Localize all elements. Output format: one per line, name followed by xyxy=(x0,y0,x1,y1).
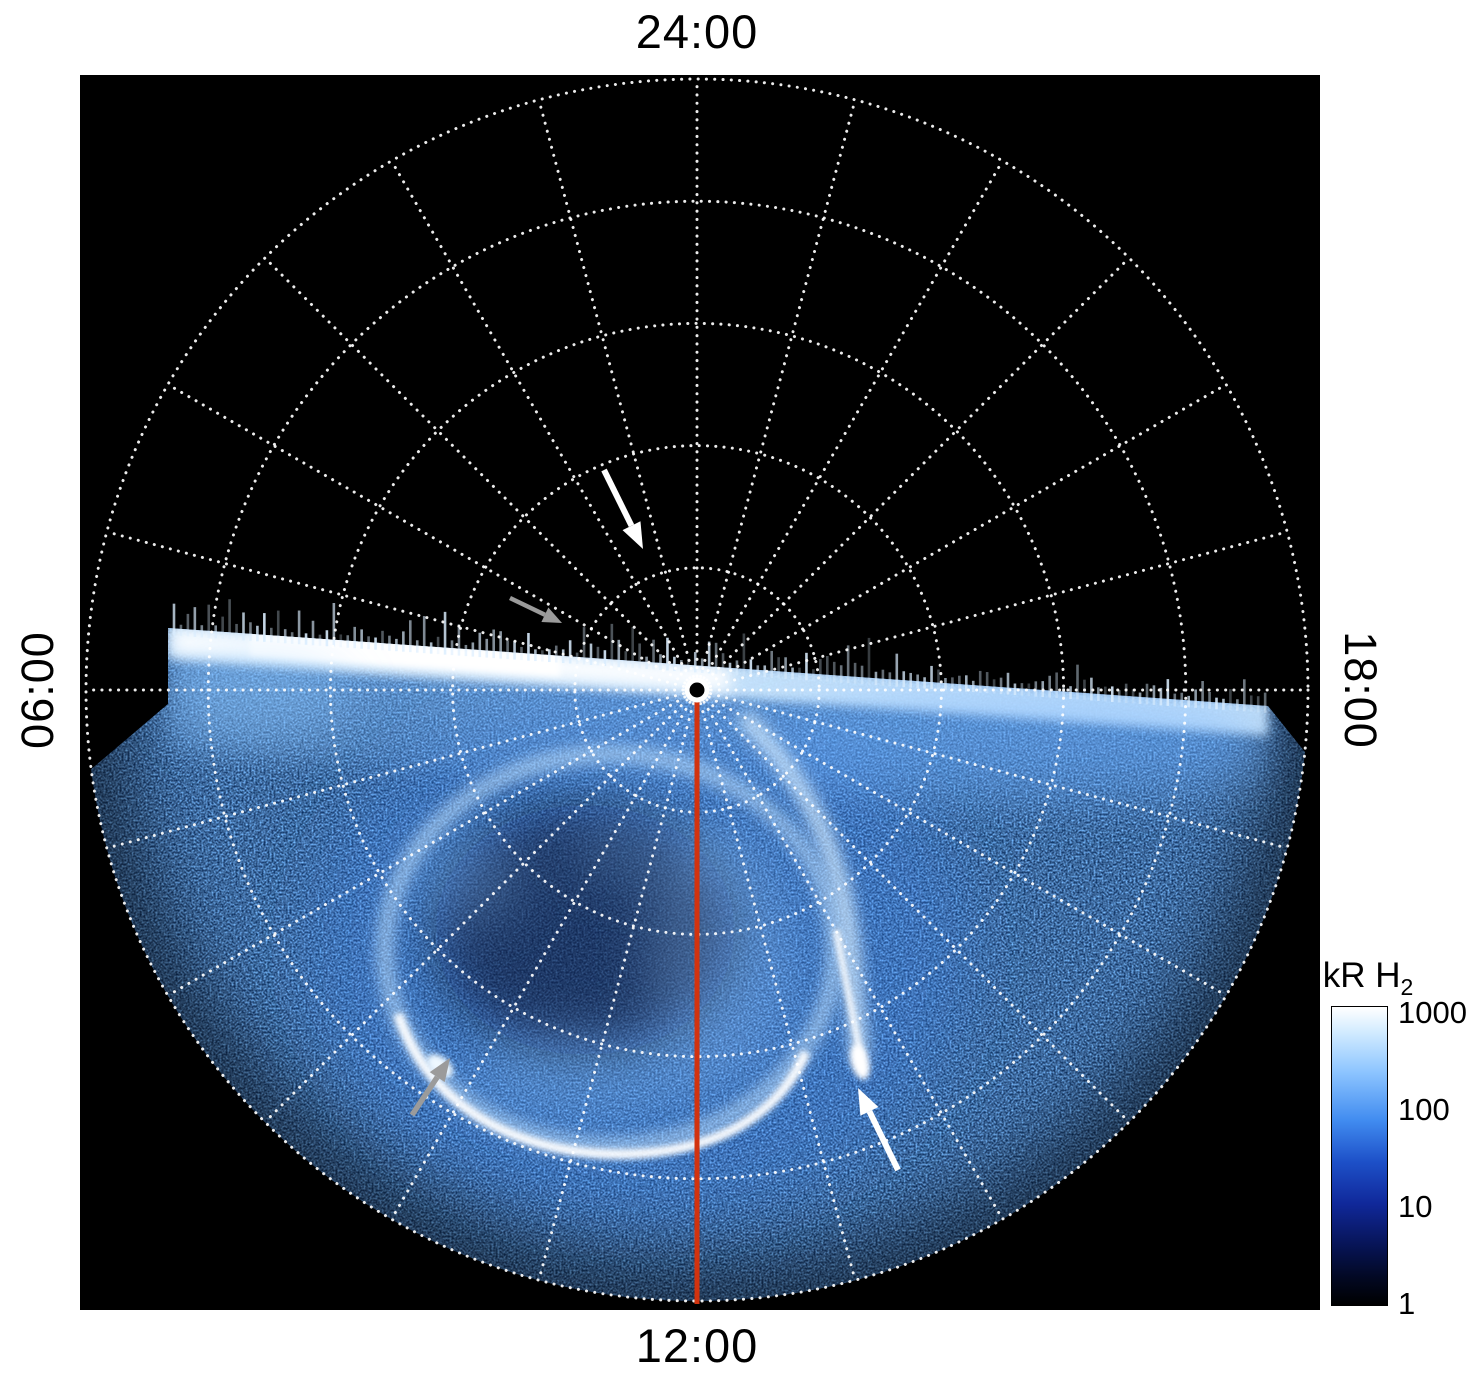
time-label-24: 24:00 xyxy=(635,5,759,58)
arrow-nightside-gray xyxy=(509,595,562,623)
colorbar-title-sub: 2 xyxy=(1400,974,1414,1000)
time-label-06: 06:00 xyxy=(12,631,63,749)
arrow-dusk-spot-white xyxy=(858,1088,901,1172)
colorbar-tick-1000: 1000 xyxy=(1398,995,1467,1030)
polar-grid xyxy=(84,77,1310,1303)
colorbar-tick-10: 10 xyxy=(1398,1189,1433,1224)
colorbar-gradient xyxy=(1331,1006,1388,1306)
auroral-oval xyxy=(379,748,841,1152)
colorbar-title-main: kR H xyxy=(1322,956,1401,995)
time-label-18: 18:00 xyxy=(1335,631,1386,749)
arrow-dawn-oval-gray xyxy=(409,1058,450,1117)
colorbar-tick-100: 100 xyxy=(1398,1092,1450,1127)
colorbar-tick-1: 1 xyxy=(1398,1286,1416,1321)
arrow-nightside-white xyxy=(601,468,643,549)
band-streaks xyxy=(172,599,1267,713)
colorbar-title: kR H2 xyxy=(1323,956,1414,1001)
time-label-12: 12:00 xyxy=(635,1319,759,1372)
annotation-arrows xyxy=(409,468,901,1172)
pole-marker xyxy=(684,677,710,703)
bright-spot-dusk xyxy=(850,1044,870,1080)
